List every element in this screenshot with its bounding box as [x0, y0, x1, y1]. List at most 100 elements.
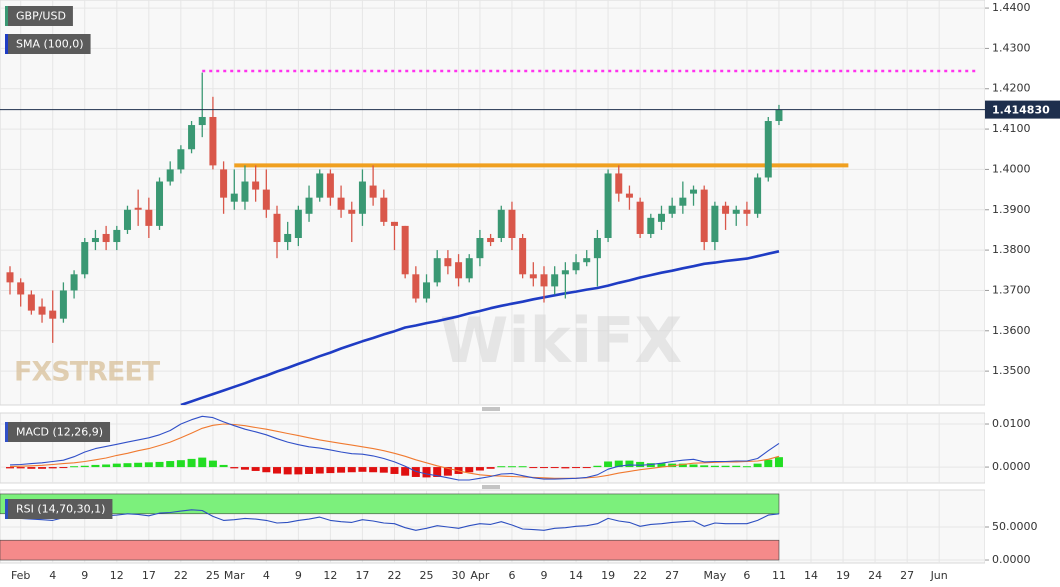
front-layer: Feb 4 9 12 17 22 25 Mar 4 9 12 17 22 25 30 Apr 6 9 14 19 22 2… — [5, 1, 1060, 582]
histogram-bar — [283, 467, 292, 475]
histogram-bar — [497, 466, 506, 468]
candle-body — [369, 185, 377, 198]
candle-body — [657, 213, 665, 222]
x-tick-label: 27 — [900, 569, 914, 582]
y-tick-label: 1.3500 — [992, 364, 1031, 377]
x-tick-label: Mar — [224, 569, 245, 582]
y-tick-label: 1.3700 — [992, 283, 1031, 296]
candle-body — [316, 173, 324, 198]
x-tick-label: May — [704, 569, 727, 582]
legend-box — [5, 422, 111, 442]
y-tick-label: 1.4300 — [992, 41, 1031, 54]
candle-body — [519, 237, 527, 275]
x-tick-label: 9 — [81, 569, 88, 582]
histogram-bar — [230, 467, 239, 469]
y-tick-label: 1.3800 — [992, 243, 1031, 256]
histogram-bar — [657, 463, 666, 468]
histogram-bar — [219, 464, 228, 468]
x-tick-label: 9 — [295, 569, 302, 582]
watermark: FXSTREET — [14, 357, 161, 388]
signal-line — [9, 423, 780, 479]
candle-body — [647, 217, 655, 234]
panel-handle[interactable] — [482, 407, 500, 411]
histogram-bar — [518, 466, 527, 468]
rsi-plot — [0, 493, 780, 561]
legend-label: SMA (100,0) — [16, 38, 84, 51]
histogram-bar — [764, 459, 773, 468]
histogram-bar — [572, 467, 581, 469]
macd-panel — [0, 412, 986, 484]
candle-body — [754, 177, 762, 214]
x-tick-label: 6 — [743, 569, 750, 582]
candle-body — [476, 237, 484, 259]
candle-body — [6, 272, 14, 283]
candle-body — [636, 201, 644, 234]
legend-item: RSI (14,70,30,1) — [5, 499, 113, 519]
candle-body — [198, 116, 206, 126]
histogram-bar — [358, 467, 367, 472]
histogram-bar — [732, 465, 741, 468]
rsi-band — [0, 539, 780, 561]
candle-body — [433, 258, 441, 283]
x-tick-label: 22 — [387, 569, 401, 582]
legend-item: SMA (100,0) — [5, 34, 91, 54]
candle-body — [70, 274, 78, 291]
x-tick-label: 24 — [868, 569, 882, 582]
histogram-bar — [38, 467, 47, 469]
candle-body — [284, 233, 292, 243]
histogram-bar — [401, 467, 410, 476]
candle-body — [156, 181, 164, 226]
histogram-bar — [689, 464, 698, 468]
histogram-bar — [337, 467, 346, 473]
histogram-bar — [187, 458, 196, 468]
histogram-bar — [80, 465, 89, 468]
y-tick-label: 1.4400 — [992, 1, 1031, 14]
histogram-bar — [347, 467, 356, 473]
y-tick-label: 1.4200 — [992, 82, 1031, 95]
main-plot: WikiFX FXSTREET — [0, 69, 985, 405]
candle-body — [743, 209, 751, 214]
legend-label: RSI (14,70,30,1) — [16, 503, 105, 516]
histogram-bar — [540, 467, 548, 469]
candle-body — [583, 258, 591, 263]
x-tick-label: 17 — [142, 569, 156, 582]
candle-body — [294, 209, 302, 238]
histogram-bar — [390, 467, 399, 474]
last-price-label: 1.414830 — [992, 104, 1050, 117]
candle-body — [166, 169, 174, 182]
legend-item: MACD (12,26,9) — [5, 422, 111, 442]
x-tick-label: 12 — [323, 569, 337, 582]
candle-body — [220, 169, 228, 198]
legend-stripe — [5, 6, 8, 26]
candle-body — [764, 121, 772, 178]
histogram-bar — [166, 461, 175, 468]
panel-handle[interactable] — [482, 485, 500, 489]
candle-body — [188, 125, 196, 150]
histogram-bar — [176, 460, 185, 468]
histogram-bar — [411, 467, 420, 477]
histogram-bar — [91, 464, 100, 468]
histogram-bar — [646, 463, 655, 468]
candle-body — [326, 173, 334, 198]
axis-strip — [985, 0, 1060, 587]
histogram-bar — [198, 457, 207, 468]
x-tick-label: 22 — [174, 569, 188, 582]
candle-body — [27, 294, 35, 311]
candle-body — [241, 181, 249, 202]
histogram-bar — [6, 467, 14, 469]
x-tick-label: 22 — [633, 569, 647, 582]
candle-body — [123, 209, 131, 230]
histogram-bar — [294, 467, 303, 475]
rsi-band — [0, 493, 780, 515]
candle-body — [551, 274, 559, 287]
histogram-bar — [315, 467, 324, 474]
histogram-bar — [753, 463, 762, 468]
candle-body — [177, 149, 185, 170]
histogram-bar — [123, 463, 132, 468]
histogram-bar — [27, 467, 36, 469]
x-tick-label: Jun — [930, 569, 948, 582]
candle-body — [145, 209, 153, 226]
x-tick-label: 14 — [569, 569, 583, 582]
x-tick-label: 30 — [452, 569, 466, 582]
